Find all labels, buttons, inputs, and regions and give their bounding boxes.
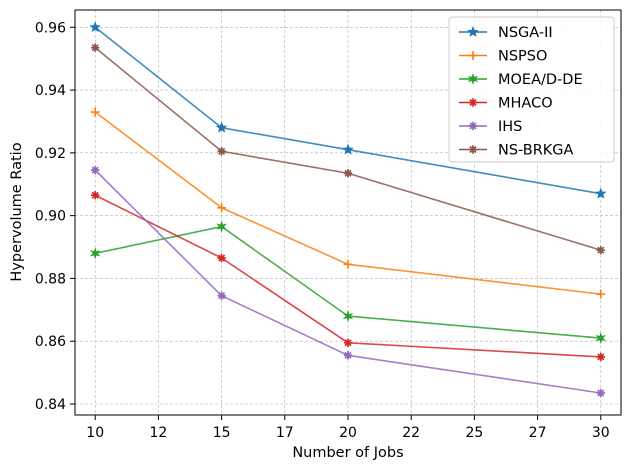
series-mhaco: [91, 191, 605, 362]
data-point-nsga-ii: [594, 187, 607, 199]
y-tick-label: 0.88: [35, 271, 66, 287]
data-point-mhaco: [91, 191, 100, 200]
legend-item-ihs: IHS: [459, 119, 522, 135]
legend-item-nspso: NSPSO: [459, 49, 547, 65]
data-point-mhaco: [343, 338, 353, 347]
legend-label: MHACO: [498, 96, 553, 112]
legend-label: MOEA/D-DE: [498, 72, 583, 88]
legend-box: [448, 16, 615, 163]
legend-marker: [468, 51, 478, 60]
data-point-ns-brkga: [596, 245, 605, 255]
data-point-nsga-ii: [342, 143, 354, 155]
data-point-nsga-ii: [215, 121, 228, 133]
series-layer: [89, 21, 607, 398]
x-tick-label: 22: [402, 425, 420, 441]
data-point-ihs: [596, 388, 605, 398]
x-tick-label: 30: [592, 425, 610, 441]
series-moea-d-de: [89, 220, 607, 345]
series-ns-brkga: [91, 43, 605, 255]
legend-label: NSGA-II: [498, 25, 553, 41]
series-nsga-ii: [89, 21, 607, 199]
series-line-moea-d-de: [95, 225, 601, 339]
axis-ticks: 10 12 15 17 20 22 25 27 30 0.84 0.86 0.88 0.90 0.92 0.…: [35, 20, 610, 441]
data-point-moea-d-de: [342, 309, 354, 323]
data-point-mhaco: [596, 352, 605, 362]
y-tick-label: 0.86: [35, 334, 66, 350]
data-point-moea-d-de: [595, 331, 607, 345]
legend-label: NSPSO: [498, 49, 547, 65]
legend-marker: [467, 72, 479, 86]
series-nspso: [90, 107, 606, 299]
legend-marker: [467, 25, 479, 37]
series-line-ihs: [94, 169, 601, 394]
data-point-nspso: [596, 289, 606, 299]
y-axis-label: Hypervolume Ratio: [9, 142, 25, 281]
data-point-nspso: [90, 107, 100, 117]
y-tick-label: 0.84: [35, 397, 66, 413]
x-tick-label: 15: [213, 425, 231, 441]
data-point-ns-brkga: [91, 43, 100, 52]
y-tick-label: 0.90: [35, 209, 66, 225]
x-axis-label: Number of Jobs: [292, 445, 403, 461]
data-point-moea-d-de: [89, 247, 101, 260]
data-point-ihs: [217, 291, 226, 300]
x-tick-label: 25: [465, 425, 483, 441]
legend-item-nsga-ii: NSGA-II: [459, 25, 553, 41]
data-point-nspso: [343, 259, 353, 269]
x-tick-label: 17: [276, 425, 294, 441]
legend-marker: [468, 145, 478, 154]
data-point-ihs: [343, 351, 353, 360]
legend-marker: [468, 98, 478, 107]
series-ihs: [91, 165, 605, 398]
data-point-mhaco: [217, 253, 226, 263]
x-tick-label: 12: [150, 425, 168, 441]
data-point-ns-brkga: [343, 169, 353, 178]
legend-item-moea-d-de: MOEA/D-DE: [459, 72, 583, 88]
series-line-mhaco: [94, 194, 601, 358]
legend-label: NS-BRKGA: [498, 143, 574, 159]
data-point-moea-d-de: [216, 220, 227, 233]
series-line-nsga-ii: [94, 26, 601, 195]
legend-item-ns-brkga: NS-BRKGA: [459, 143, 574, 159]
y-tick-label: 0.96: [35, 20, 66, 36]
x-tick-label: 20: [339, 425, 357, 441]
y-tick-label: 0.94: [35, 83, 66, 99]
data-point-ihs: [91, 165, 100, 175]
series-line-ns-brkga: [94, 47, 602, 251]
series-line-nspso: [94, 111, 601, 295]
x-tick-label: 10: [86, 425, 104, 441]
legend: NSGA-II NSPSO MOEA/D-DE MHACO IHS NS-BRKGA: [448, 16, 615, 163]
legend-label: IHS: [498, 119, 522, 135]
legend-item-mhaco: MHACO: [459, 96, 553, 112]
data-point-nspso: [217, 203, 227, 213]
x-tick-label: 27: [529, 425, 547, 441]
legend-marker: [468, 121, 478, 131]
data-point-nsga-ii: [89, 21, 102, 33]
y-tick-label: 0.92: [35, 146, 66, 162]
data-point-ns-brkga: [217, 147, 226, 156]
